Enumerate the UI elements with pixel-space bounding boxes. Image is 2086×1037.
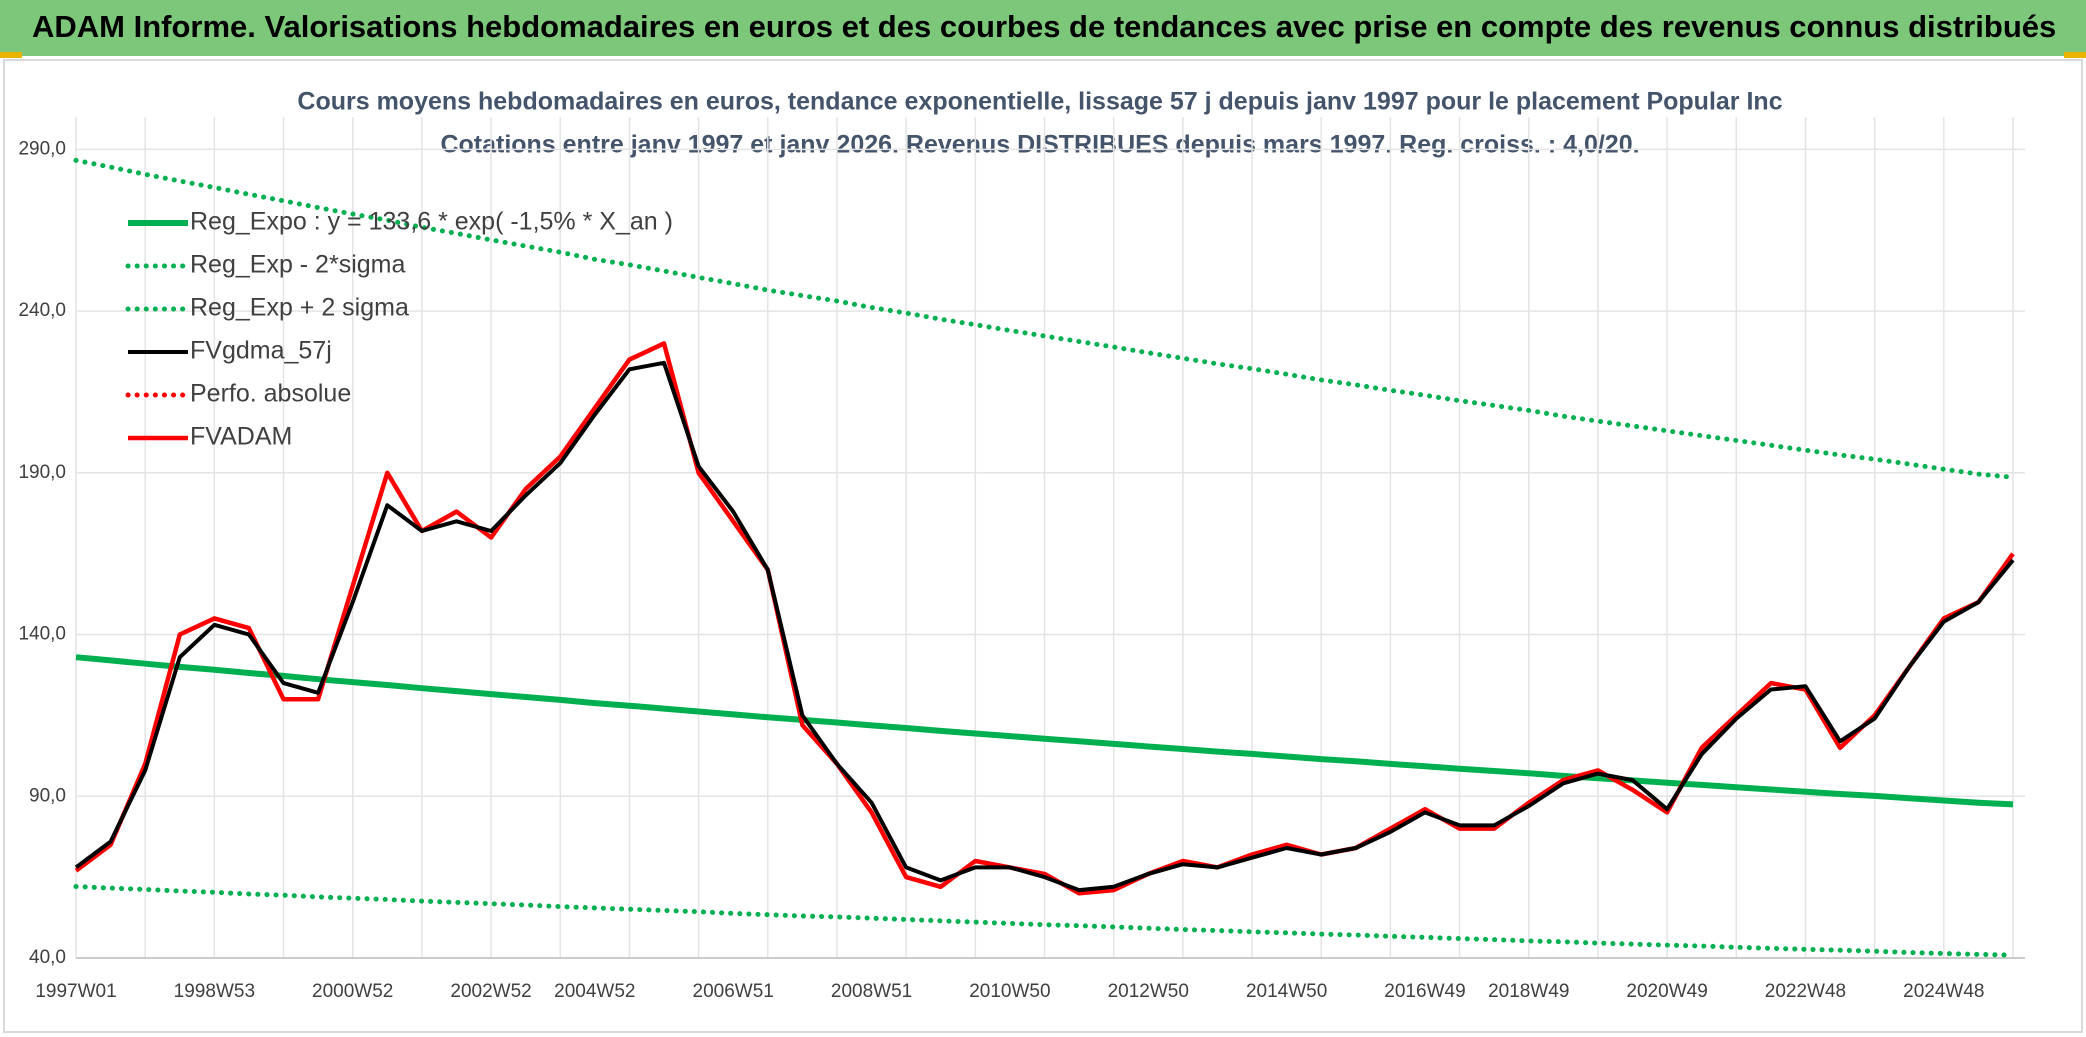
- series-line: [73, 157, 2016, 480]
- legend-label: Perfo. absolue: [190, 380, 351, 408]
- corner-mark: [2064, 52, 2086, 58]
- chart-title: Cours moyens hebdomadaires en euros, ten…: [297, 88, 1782, 116]
- x-tick-label: 2002W52: [450, 981, 531, 1002]
- x-tick-label: 1998W53: [174, 981, 255, 1002]
- x-tick-label: 2018W49: [1488, 981, 1569, 1002]
- series-line: [75, 654, 2014, 808]
- y-tick-label: 140,0: [18, 624, 66, 645]
- x-tick-label: 2022W48: [1765, 981, 1846, 1002]
- x-tick-label: 2020W49: [1626, 981, 1707, 1002]
- y-tick-label: 40,0: [29, 947, 66, 968]
- title-bar: [0, 0, 2086, 56]
- series-line: [74, 360, 2015, 893]
- x-tick-label: 2006W51: [693, 981, 774, 1002]
- page-title: ADAM Informe. Valorisations hebdomadaire…: [32, 9, 2056, 44]
- legend-label: FVADAM: [190, 423, 292, 451]
- chart-frame: [3, 59, 2083, 1033]
- y-tick-label: 190,0: [18, 462, 66, 483]
- x-tick-label: 2012W50: [1108, 981, 1189, 1002]
- plot-area: 40,0 90,0 140,0 190,0 240,0 290,0 1997W01 1998W…: [18, 117, 2025, 1002]
- legend-label: Reg_Exp - 2*sigma: [190, 251, 405, 279]
- chart-subtitle: Cotations entre janv 1997 et janv 2026. …: [440, 131, 1639, 159]
- corner-mark: [0, 52, 22, 58]
- x-tick-label: 2016W49: [1384, 981, 1465, 1002]
- x-tick-label: 2014W50: [1246, 981, 1327, 1002]
- legend-label: FVgdma_57j: [190, 337, 332, 365]
- x-tick-label: 2010W50: [969, 981, 1050, 1002]
- y-tick-label: 290,0: [18, 138, 66, 159]
- x-tick-label: 2004W52: [554, 981, 635, 1002]
- x-tick-label: 2024W48: [1903, 981, 1984, 1002]
- legend-label: Reg_Exp + 2 sigma: [190, 294, 409, 322]
- legend-label: Reg_Expo : y = 133,6 * exp( -1,5% * X_an…: [190, 208, 673, 236]
- y-tick-label: 240,0: [18, 300, 66, 321]
- x-tick-label: 2008W51: [831, 981, 912, 1002]
- y-tick-label: 90,0: [29, 785, 66, 806]
- x-tick-label: 1997W01: [35, 981, 116, 1002]
- x-tick-label: 2000W52: [312, 981, 393, 1002]
